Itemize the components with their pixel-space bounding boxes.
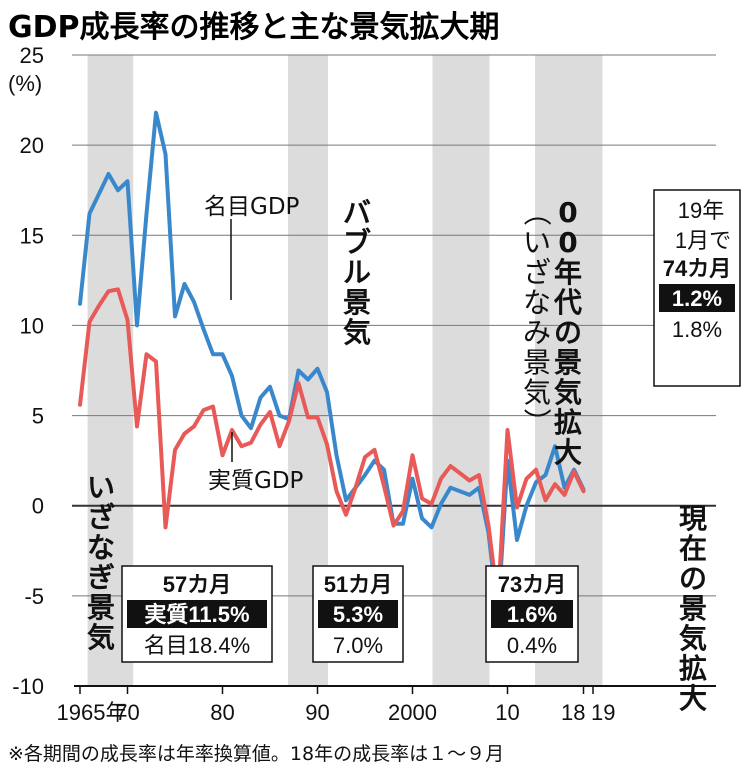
- box-months: 51カ月: [324, 572, 392, 597]
- vertical-label-char: バ: [343, 196, 371, 229]
- box-months: 73カ月: [498, 572, 566, 597]
- y-tick-label: 25: [20, 43, 44, 68]
- vertical-label-char: ぎ: [87, 561, 115, 594]
- vertical-label-char: ブ: [343, 226, 371, 259]
- y-tick-label: -10: [12, 674, 44, 699]
- vertical-label-char: 拡: [554, 406, 582, 439]
- real-series-label: 実質GDP: [208, 468, 304, 494]
- vertical-label-char: 拡: [679, 652, 707, 685]
- vertical-label-char: （: [520, 198, 553, 226]
- y-axis-ticks: -10 -5 0 5 10 15 20 25: [12, 43, 44, 699]
- y-tick-label: 20: [20, 133, 44, 158]
- box-nominal-value: 0.4%: [507, 633, 557, 658]
- vertical-label-char: 景: [523, 346, 551, 379]
- vertical-label-char: な: [523, 286, 551, 319]
- x-tick-label: 18: [561, 700, 585, 725]
- vertical-label-char: 0: [558, 226, 577, 259]
- box-months: 57カ月: [163, 572, 231, 597]
- vertical-label-char: 気: [554, 376, 582, 409]
- box-real-value: 実質11.5%: [144, 602, 249, 627]
- vertical-label-char: 現: [679, 502, 707, 535]
- vertical-label-char: 気: [87, 621, 115, 654]
- chart-title: GDP成長率の推移と主な景気拡大期: [8, 10, 500, 45]
- y-tick-label: 10: [20, 313, 44, 338]
- y-axis-unit: (%): [8, 71, 42, 96]
- y-tick-label: 15: [20, 223, 44, 248]
- x-tick-label: 10: [495, 700, 519, 725]
- x-tick-label: 19: [591, 700, 615, 725]
- vertical-label-char: 0: [558, 196, 577, 229]
- x-tick-label: 70: [115, 700, 139, 725]
- vertical-label-char: 景: [87, 591, 115, 624]
- vertical-label-char: 気: [523, 376, 551, 409]
- box-izanami: 73カ月 1.6% 0.4%: [486, 566, 578, 662]
- footnote: ※各期間の成長率は年率換算値。18年の成長率は１～９月: [8, 743, 504, 765]
- vertical-label-char: 在: [679, 532, 707, 565]
- vertical-label-char: 気: [343, 316, 371, 349]
- nominal-series-label: 名目GDP: [204, 194, 300, 220]
- vertical-label-char: の: [554, 316, 582, 349]
- series-line-real: [80, 289, 584, 603]
- vertical-label-char: 景: [679, 592, 707, 625]
- vertical-label-char: ）: [520, 408, 553, 436]
- box-prefix-2: 1月で: [675, 228, 731, 253]
- vertical-label-char: 年: [554, 256, 582, 289]
- series-lines: [80, 113, 584, 616]
- box-current: 19年 1月で 74カ月 1.2% 1.8%: [654, 190, 740, 386]
- x-tick-label: 90: [305, 700, 329, 725]
- box-nominal-value: 7.0%: [333, 633, 383, 658]
- x-tick-label: 2000: [388, 700, 437, 725]
- box-real-value: 5.3%: [333, 602, 383, 627]
- vertical-label-char: 大: [554, 436, 582, 469]
- y-tick-label: -5: [24, 584, 44, 609]
- vertical-label-char: い: [523, 226, 551, 259]
- box-prefix-1: 19年: [678, 198, 724, 223]
- vertical-label-char: ル: [343, 256, 371, 289]
- vertical-label-char: ざ: [87, 501, 115, 534]
- vertical-label-char: な: [87, 531, 115, 564]
- y-tick-label: 5: [32, 404, 44, 429]
- vertical-label-char: 代: [553, 286, 582, 319]
- shaded-period-3: [432, 55, 489, 686]
- vertical-label-char: 景: [343, 286, 371, 319]
- box-months: 74カ月: [663, 256, 731, 281]
- vertical-label-char: の: [679, 562, 707, 595]
- box-real-value: 1.2%: [672, 286, 722, 311]
- box-real-value: 1.6%: [507, 602, 557, 627]
- box-nominal-value: 名目18.4%: [144, 633, 250, 658]
- y-tick-label: 0: [32, 494, 44, 519]
- vertical-label-char: 大: [679, 682, 707, 715]
- x-tick-label: 80: [210, 700, 234, 725]
- box-bubble: 51カ月 5.3% 7.0%: [313, 566, 403, 662]
- vertical-label-char: 景: [554, 346, 582, 379]
- vertical-label-char: い: [87, 471, 115, 504]
- vertical-label-char: ざ: [523, 256, 551, 289]
- box-nominal-value: 1.8%: [672, 317, 722, 342]
- vertical-label-char: み: [523, 316, 551, 349]
- vertical-label-char: 気: [679, 622, 707, 655]
